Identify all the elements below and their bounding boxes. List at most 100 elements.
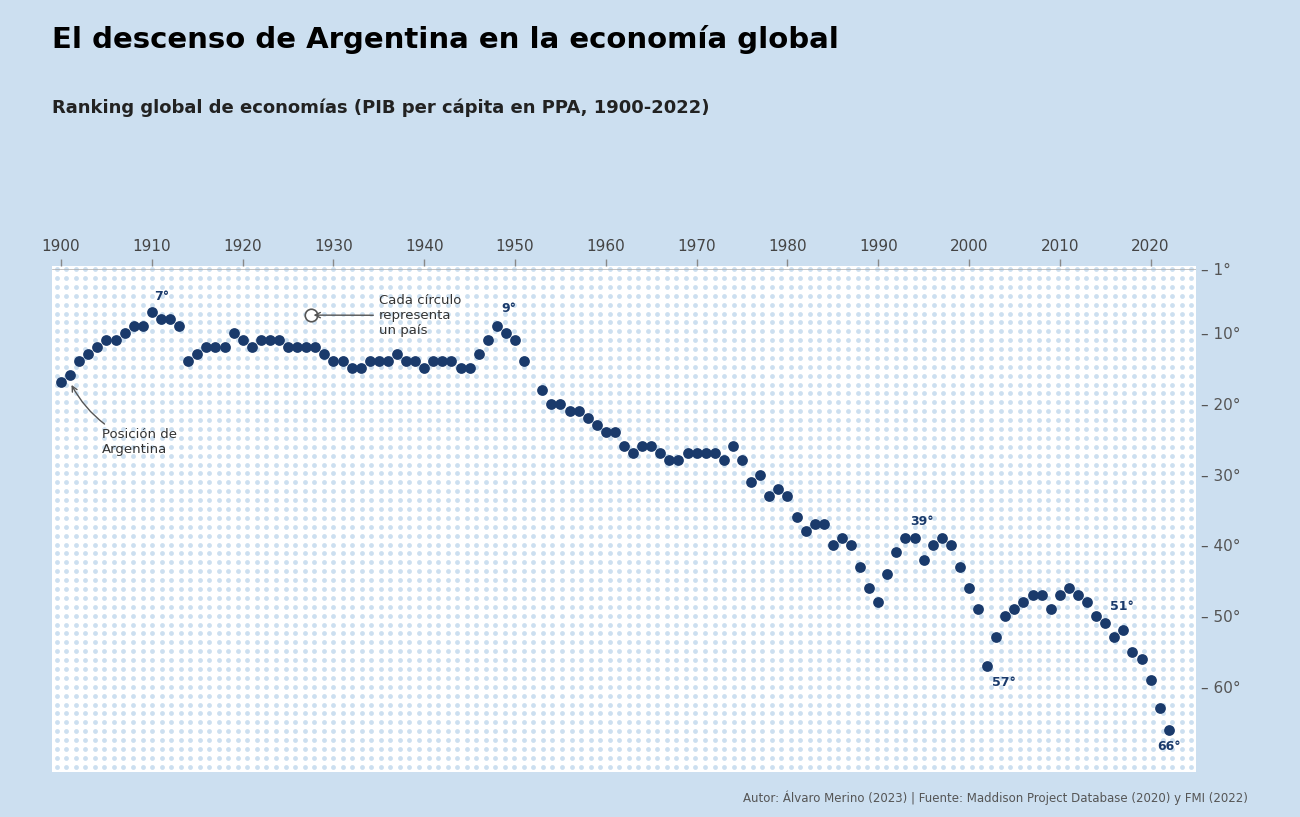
Point [322, 475, 343, 489]
Point [1134, 475, 1154, 489]
Point [971, 316, 992, 329]
Point [571, 583, 592, 596]
Point [1114, 752, 1135, 765]
Point [1162, 289, 1183, 302]
Point [151, 396, 172, 409]
Point [84, 752, 105, 765]
Point [408, 627, 429, 640]
Point [1134, 404, 1154, 417]
Point [447, 636, 468, 649]
Point [265, 484, 286, 498]
Point [628, 440, 649, 453]
Point [437, 342, 458, 355]
Point [1048, 716, 1069, 729]
Point [113, 636, 134, 649]
Point [276, 404, 296, 417]
Point [590, 360, 611, 373]
Point [237, 449, 257, 462]
Point [1095, 529, 1115, 542]
Point [113, 404, 134, 417]
Point [294, 690, 315, 703]
Point [551, 378, 572, 391]
Point [933, 422, 954, 435]
Point [380, 618, 400, 631]
Point [1105, 698, 1126, 711]
Point [1048, 280, 1069, 293]
Point [447, 475, 468, 489]
Point [952, 467, 972, 480]
Point [780, 565, 801, 578]
Point [980, 761, 1001, 774]
Point [894, 493, 915, 507]
Point [342, 690, 363, 703]
Point [571, 502, 592, 516]
Point [608, 493, 629, 507]
Point [104, 369, 125, 382]
Point [1180, 698, 1201, 711]
Point [685, 484, 706, 498]
Point [933, 475, 954, 489]
Point [1037, 636, 1058, 649]
Point [199, 440, 220, 453]
Point [322, 413, 343, 426]
Point [170, 431, 191, 444]
Point [361, 592, 382, 605]
Point [56, 707, 77, 720]
Point [65, 289, 86, 302]
Point [819, 681, 840, 694]
Point [504, 654, 525, 667]
Point [1105, 654, 1126, 667]
Point [952, 743, 972, 756]
Point [809, 369, 829, 382]
Point [514, 663, 534, 676]
Point [60, 368, 81, 382]
Point [122, 360, 143, 373]
Point [1086, 307, 1106, 320]
Point [714, 413, 734, 426]
Point [84, 262, 105, 275]
Point [1037, 681, 1058, 694]
Point [914, 636, 935, 649]
Point [333, 636, 354, 649]
Point [1134, 627, 1154, 640]
Point [65, 404, 86, 417]
Point [179, 449, 200, 462]
Point [351, 511, 372, 525]
Point [771, 681, 792, 694]
Point [342, 449, 363, 462]
Point [1180, 502, 1201, 516]
Point [94, 413, 114, 426]
Point [276, 636, 296, 649]
Point [447, 431, 468, 444]
Point [952, 387, 972, 400]
Point [1095, 502, 1115, 516]
Point [351, 690, 372, 703]
Point [161, 387, 182, 400]
Point [637, 761, 658, 774]
Point [647, 761, 668, 774]
Point [771, 475, 792, 489]
Point [456, 636, 477, 649]
Point [94, 672, 114, 685]
Point [408, 324, 429, 337]
Point [714, 271, 734, 284]
Point [647, 511, 668, 525]
Point [809, 413, 829, 426]
Point [313, 404, 334, 417]
Point [751, 467, 772, 480]
Point [809, 574, 829, 587]
Point [819, 609, 840, 623]
Point [876, 440, 897, 453]
Point [962, 271, 983, 284]
Point [619, 324, 640, 337]
Point [227, 743, 248, 756]
Point [991, 467, 1011, 480]
Point [256, 369, 277, 382]
Point [1019, 351, 1040, 364]
Point [199, 289, 220, 302]
Point [390, 342, 411, 355]
Point [485, 520, 506, 534]
Point [237, 627, 257, 640]
Point [1105, 574, 1126, 587]
Point [1076, 609, 1097, 623]
